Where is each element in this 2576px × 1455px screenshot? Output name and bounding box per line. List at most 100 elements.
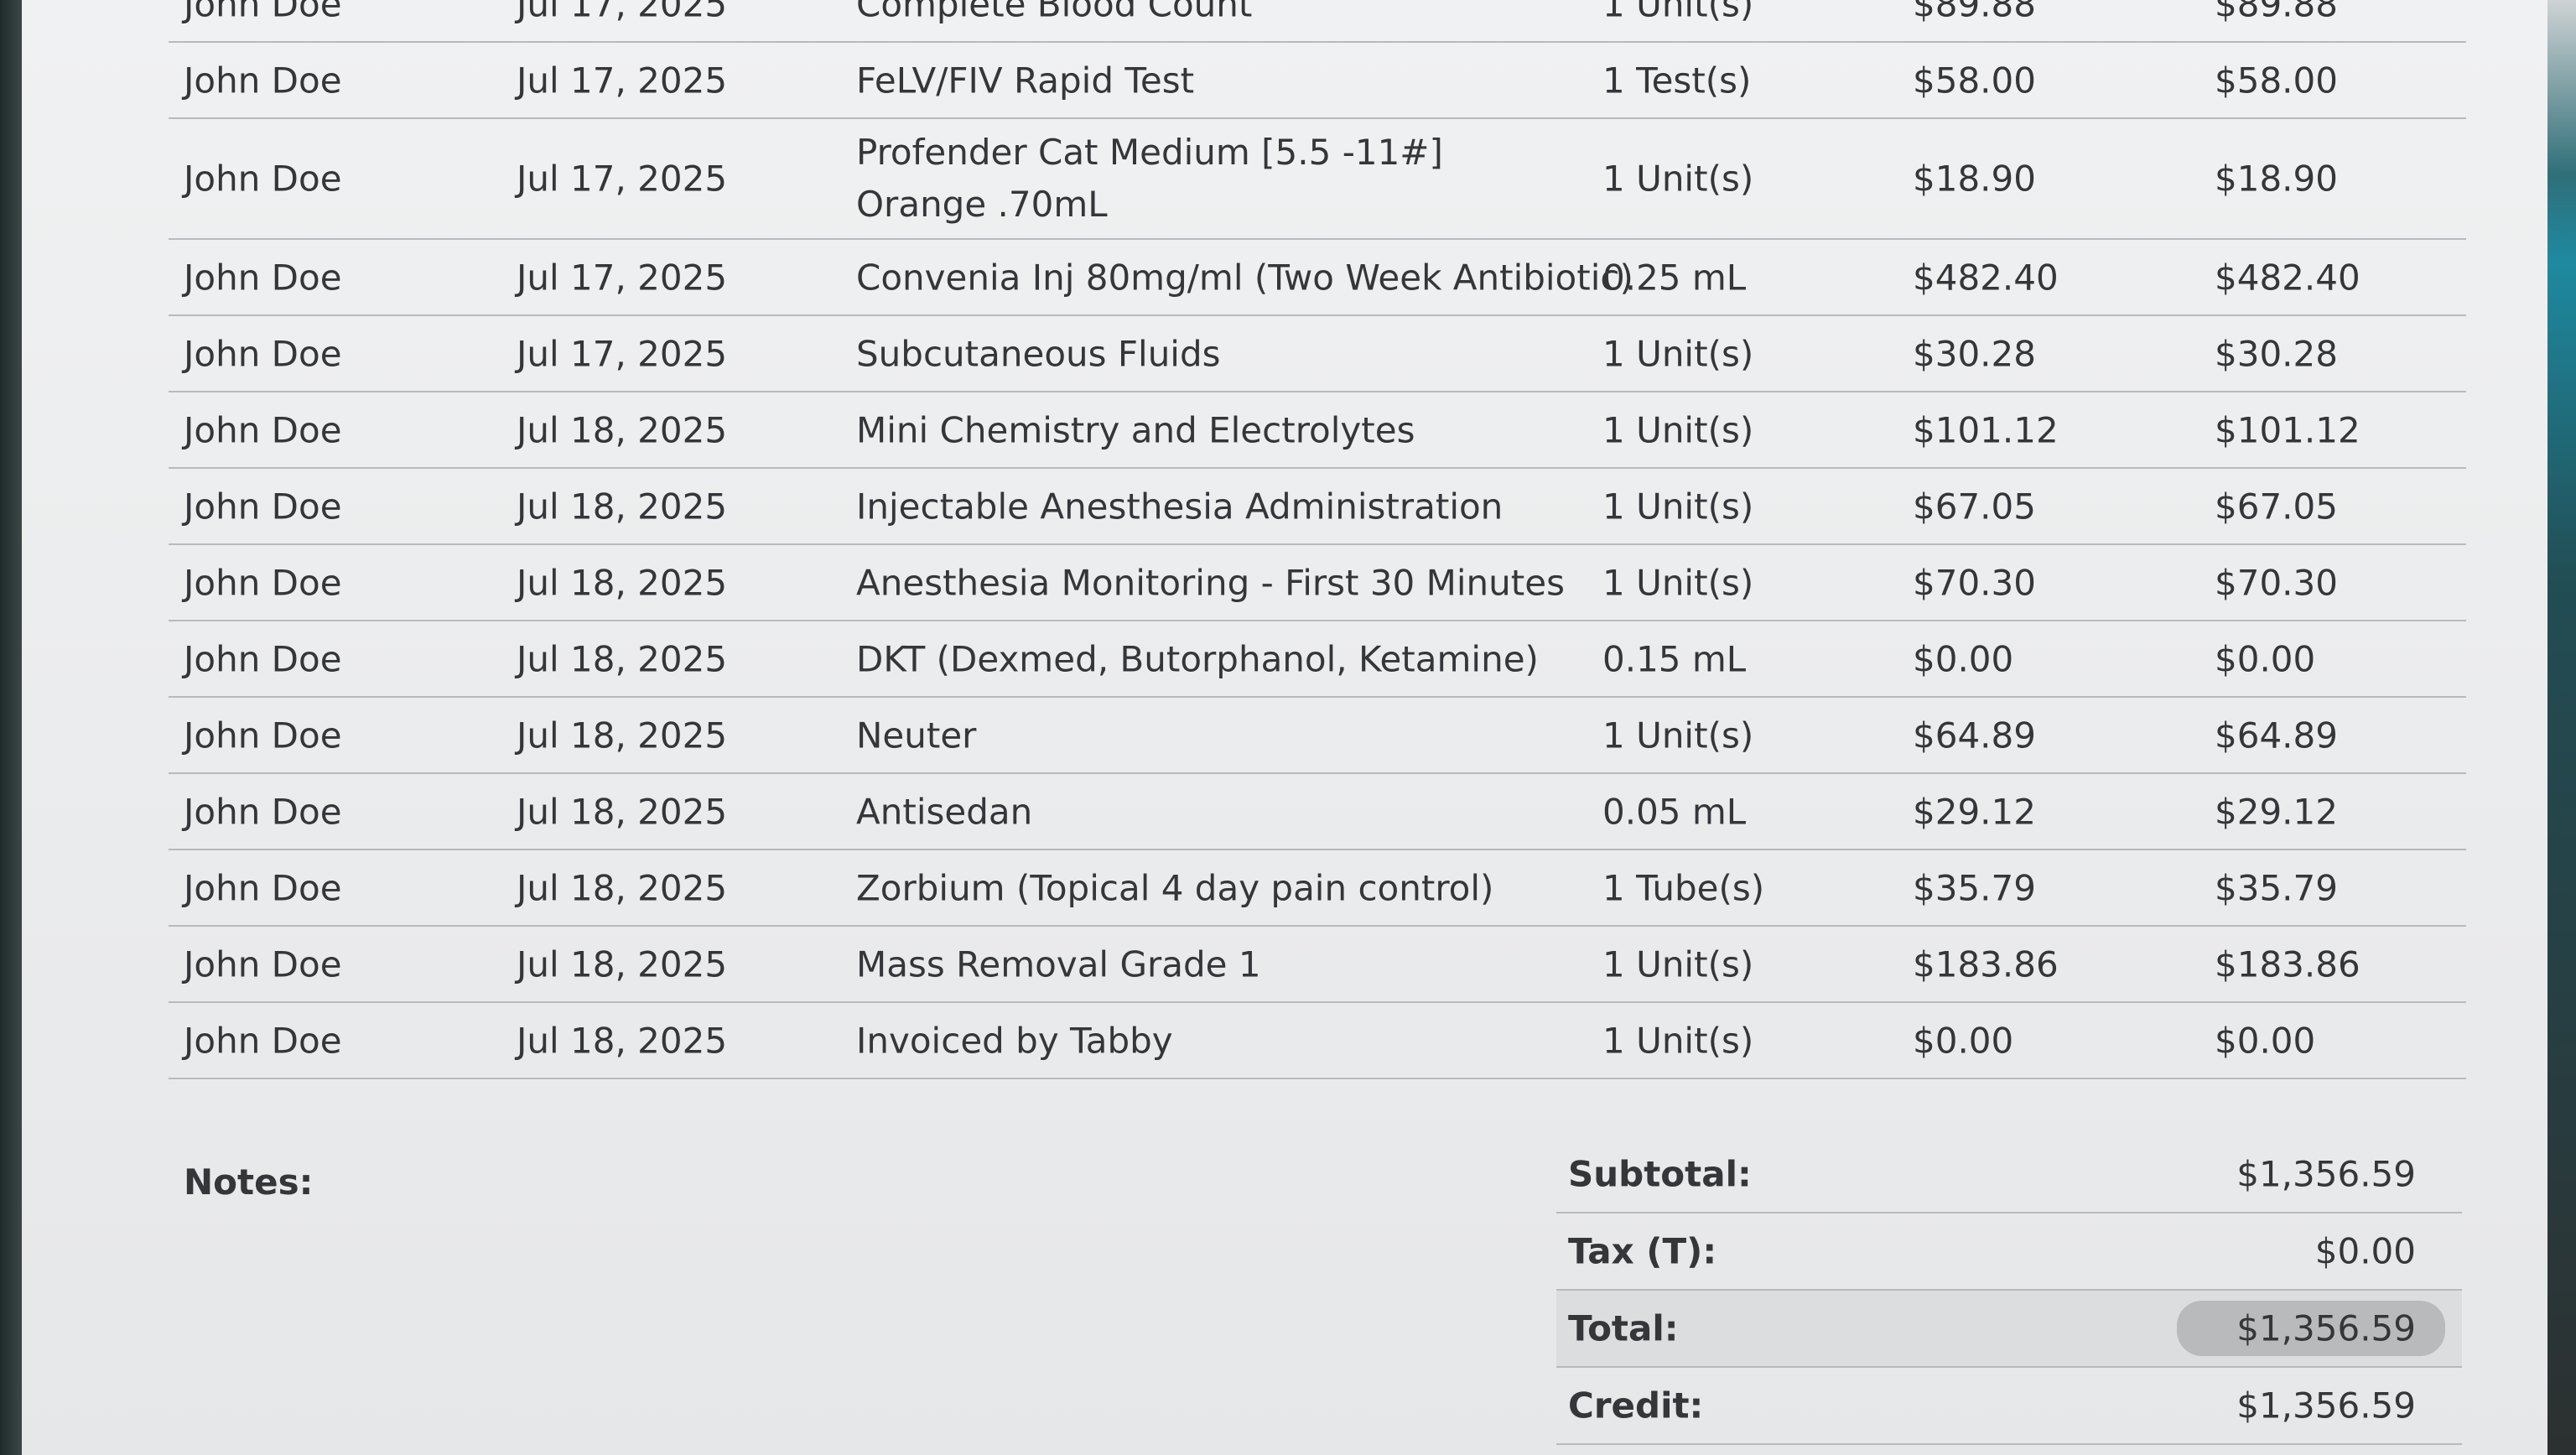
item-total: $30.28: [2215, 333, 2338, 374]
item-quantity: 1 Unit(s): [1602, 158, 1754, 200]
item-quantity: 1 Unit(s): [1602, 715, 1754, 756]
item-quantity: 1 Tube(s): [1602, 867, 1765, 908]
item-total: $70.30: [2215, 562, 2338, 603]
item-price: $58.00: [1913, 60, 2036, 101]
patient-name: John Doe: [184, 486, 342, 527]
table-row: John Doe Jul 18, 2025 Invoiced by Tabby …: [169, 1003, 2466, 1079]
item-description: Profender Cat Medium [5.5 -11#] Orange .…: [856, 132, 1443, 225]
item-description: Convenia Inj 80mg/ml (Two Week Antibioti…: [856, 257, 1633, 298]
item-total: $64.89: [2215, 715, 2338, 756]
item-description: FeLV/FIV Rapid Test: [856, 60, 1195, 101]
item-description: DKT (Dexmed, Butorphanol, Ketamine): [856, 638, 1539, 679]
item-description: Subcutaneous Fluids: [856, 333, 1221, 374]
item-total: $18.90: [2215, 158, 2338, 200]
tax-label: Tax (T):: [1568, 1230, 1717, 1272]
service-date: Jul 18, 2025: [517, 486, 728, 527]
invoice-paper: John Doe Jul 17, 2025 Complete Blood Cou…: [22, 0, 2547, 1455]
service-date: Jul 18, 2025: [517, 638, 728, 679]
subtotal-row: Subtotal: $1,356.59: [1556, 1136, 2462, 1213]
item-description: Mass Removal Grade 1: [856, 943, 1261, 985]
total-label: Total:: [1568, 1307, 1679, 1349]
table-row: John Doe Jul 18, 2025 Zorbium (Topical 4…: [169, 850, 2466, 927]
item-description: Neuter: [856, 715, 977, 756]
item-description: Mini Chemistry and Electrolytes: [856, 409, 1415, 450]
subtotal-value: $1,356.59: [2236, 1153, 2416, 1195]
patient-name: John Doe: [184, 638, 342, 679]
patient-name: John Doe: [184, 257, 342, 298]
table-row: John Doe Jul 17, 2025 Subcutaneous Fluid…: [169, 316, 2466, 392]
item-description: Injectable Anesthesia Administration: [856, 486, 1504, 527]
item-total: $101.12: [2215, 409, 2360, 450]
pen-highlight-mark: [2177, 1301, 2445, 1356]
item-quantity: 1 Unit(s): [1602, 409, 1754, 450]
background-right-edge: [2547, 0, 2576, 1455]
item-quantity: 0.25 mL: [1602, 257, 1747, 298]
patient-name: John Doe: [184, 409, 342, 450]
credit-label: Credit:: [1568, 1385, 1704, 1426]
item-quantity: 1 Unit(s): [1602, 562, 1754, 603]
item-total: $29.12: [2215, 791, 2338, 832]
table-row: John Doe Jul 18, 2025 Mini Chemistry and…: [169, 392, 2466, 469]
table-row: John Doe Jul 18, 2025 Antisedan 0.05 mL …: [169, 774, 2466, 850]
invoice-line-items: John Doe Jul 17, 2025 Complete Blood Cou…: [169, 0, 2466, 1079]
item-price: $70.30: [1913, 562, 2036, 603]
item-quantity: 1 Unit(s): [1602, 333, 1754, 374]
tax-value: $0.00: [2314, 1230, 2416, 1272]
patient-name: John Doe: [184, 562, 342, 603]
patient-name: John Doe: [184, 333, 342, 374]
item-price: $89.88: [1913, 0, 2036, 24]
item-total: $0.00: [2215, 1020, 2316, 1061]
service-date: Jul 18, 2025: [517, 943, 728, 985]
total-row: Total: $1,356.59: [1556, 1291, 2462, 1368]
item-quantity: 1 Test(s): [1602, 60, 1752, 101]
item-description: Antisedan: [856, 791, 1033, 832]
item-total: $67.05: [2215, 486, 2338, 527]
item-price: $18.90: [1913, 158, 2036, 200]
credit-value: $1,356.59: [2236, 1385, 2416, 1426]
item-quantity: 1 Unit(s): [1602, 0, 1754, 24]
item-description: Complete Blood Count: [856, 0, 1253, 24]
item-price: $67.05: [1913, 486, 2036, 527]
total-value: $1,356.59: [2236, 1307, 2416, 1349]
item-total: $0.00: [2215, 638, 2316, 679]
patient-name: John Doe: [184, 0, 342, 24]
service-date: Jul 17, 2025: [517, 158, 728, 200]
table-row: John Doe Jul 18, 2025 Mass Removal Grade…: [169, 927, 2466, 1003]
service-date: Jul 17, 2025: [517, 257, 728, 298]
item-total: $89.88: [2215, 0, 2338, 24]
tax-row: Tax (T): $0.00: [1556, 1213, 2462, 1291]
service-date: Jul 18, 2025: [517, 867, 728, 908]
service-date: Jul 17, 2025: [517, 0, 728, 24]
item-quantity: 0.05 mL: [1602, 791, 1747, 832]
patient-name: John Doe: [184, 60, 342, 101]
patient-name: John Doe: [184, 158, 342, 200]
table-row: John Doe Jul 17, 2025 Complete Blood Cou…: [169, 0, 2466, 43]
patient-name: John Doe: [184, 943, 342, 985]
table-row: John Doe Jul 18, 2025 Anesthesia Monitor…: [169, 545, 2466, 621]
item-description: Anesthesia Monitoring - First 30 Minutes: [856, 562, 1565, 603]
patient-name: John Doe: [184, 867, 342, 908]
item-quantity: 1 Unit(s): [1602, 486, 1754, 527]
item-price: $482.40: [1913, 257, 2059, 298]
item-price: $101.12: [1913, 409, 2059, 450]
invoice-summary: Subtotal: $1,356.59 Tax (T): $0.00 Total…: [1556, 1136, 2462, 1445]
service-date: Jul 18, 2025: [517, 409, 728, 450]
table-row: John Doe Jul 17, 2025 Convenia Inj 80mg/…: [169, 240, 2466, 316]
item-price: $30.28: [1913, 333, 2036, 374]
item-description: Invoiced by Tabby: [856, 1020, 1173, 1061]
background-left-edge: [0, 0, 22, 1455]
table-row: John Doe Jul 18, 2025 DKT (Dexmed, Butor…: [169, 621, 2466, 698]
item-price: $183.86: [1913, 943, 2059, 985]
item-quantity: 1 Unit(s): [1602, 943, 1754, 985]
item-price: $0.00: [1913, 638, 2014, 679]
credit-row: Credit: $1,356.59: [1556, 1368, 2462, 1445]
item-total: $482.40: [2215, 257, 2360, 298]
item-price: $64.89: [1913, 715, 2036, 756]
item-price: $35.79: [1913, 867, 2036, 908]
patient-name: John Doe: [184, 791, 342, 832]
item-total: $35.79: [2215, 867, 2338, 908]
item-quantity: 1 Unit(s): [1602, 1020, 1754, 1061]
table-row: John Doe Jul 17, 2025 FeLV/FIV Rapid Tes…: [169, 43, 2466, 119]
table-row: John Doe Jul 17, 2025 Profender Cat Medi…: [169, 119, 2466, 240]
subtotal-label: Subtotal:: [1568, 1153, 1752, 1195]
